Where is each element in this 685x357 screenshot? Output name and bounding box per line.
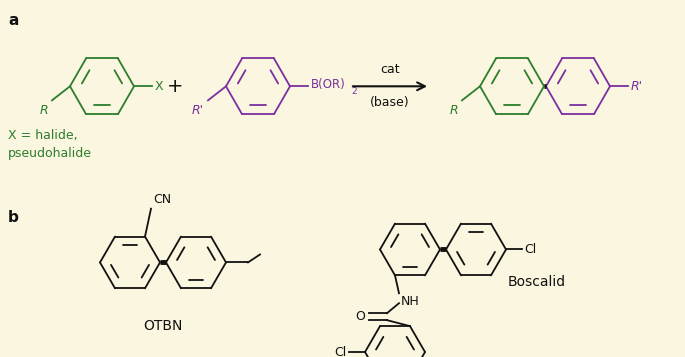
Text: CN: CN	[153, 193, 171, 206]
Text: O: O	[355, 310, 365, 323]
Text: Cl: Cl	[335, 346, 347, 357]
Text: b: b	[8, 210, 19, 225]
Text: +: +	[166, 77, 184, 96]
Text: Cl: Cl	[524, 243, 536, 256]
Text: R: R	[39, 104, 48, 117]
Text: R': R'	[631, 80, 643, 93]
Text: cat: cat	[380, 63, 400, 76]
Text: B(OR): B(OR)	[311, 78, 346, 91]
Text: (base): (base)	[370, 96, 410, 109]
Text: OTBN: OTBN	[143, 319, 183, 333]
Text: a: a	[8, 13, 18, 28]
Text: 2: 2	[351, 87, 357, 96]
Text: R': R'	[192, 104, 204, 117]
Text: R: R	[449, 104, 458, 117]
Text: Boscalid: Boscalid	[508, 275, 566, 289]
Text: X = halide,
pseudohalide: X = halide, pseudohalide	[8, 130, 92, 160]
Text: X: X	[155, 80, 164, 93]
Text: NH: NH	[401, 295, 420, 308]
